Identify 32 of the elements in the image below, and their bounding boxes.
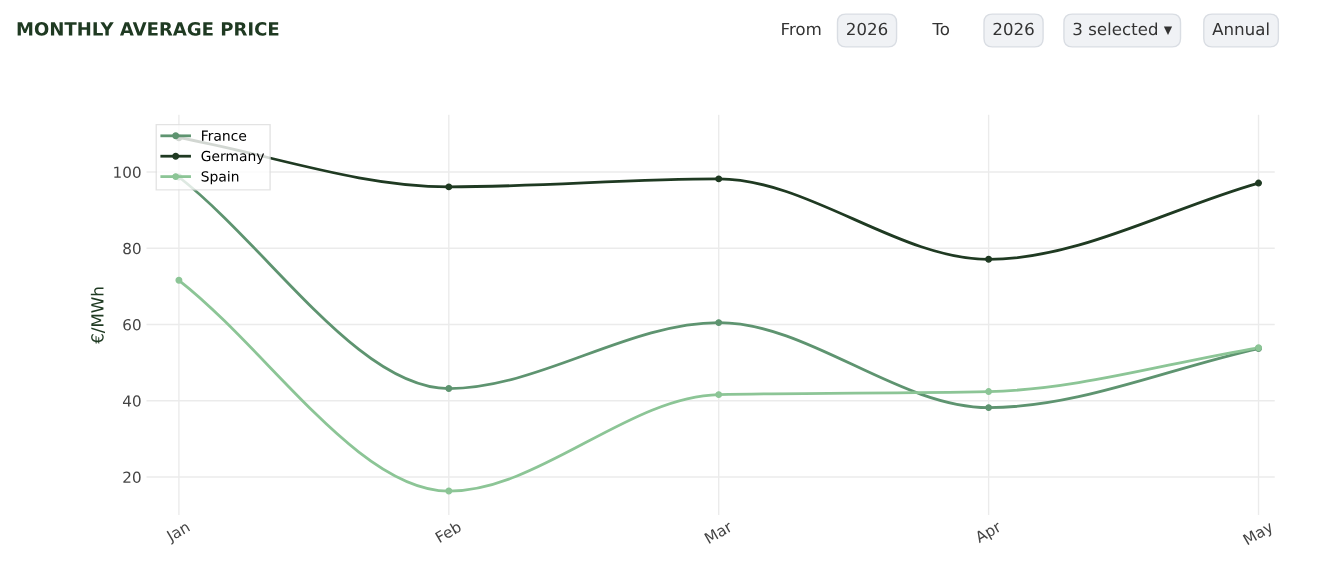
point [985, 404, 993, 412]
point [445, 183, 453, 191]
point [985, 255, 993, 263]
text: From [782, 22, 821, 36]
point [715, 319, 723, 327]
point [985, 388, 993, 396]
legend-label: Germany [201, 150, 265, 164]
y-tick-label: 100 [114, 166, 141, 179]
legend-label: France [202, 130, 247, 141]
point [715, 175, 723, 183]
chart-title: MONTHLY AVERAGE PRICE [17, 22, 279, 36]
x-tick-label: Mar [704, 520, 734, 544]
y-tick-label: 40 [122, 395, 141, 407]
text: To [932, 22, 950, 36]
x-tick-label: Feb [434, 520, 463, 543]
legend-label: Spain [201, 170, 239, 185]
text: Annual [1212, 22, 1269, 36]
text: 2026 [847, 22, 888, 36]
point [1255, 179, 1263, 187]
point [445, 487, 453, 495]
x-tick-label: Apr [973, 520, 1004, 546]
y-tick-label: 80 [123, 242, 141, 255]
point [445, 385, 453, 393]
text: 3 selected ▾ [1073, 22, 1173, 36]
point [175, 276, 183, 284]
y-tick-label: 60 [123, 318, 141, 331]
point [715, 391, 723, 399]
y-tick-label: 20 [123, 471, 141, 483]
text: 2026 [993, 22, 1034, 36]
x-tick-label: Jan [164, 521, 192, 545]
x-tick-label: May [1242, 520, 1276, 548]
y-axis-title: €/MWh [90, 287, 106, 344]
